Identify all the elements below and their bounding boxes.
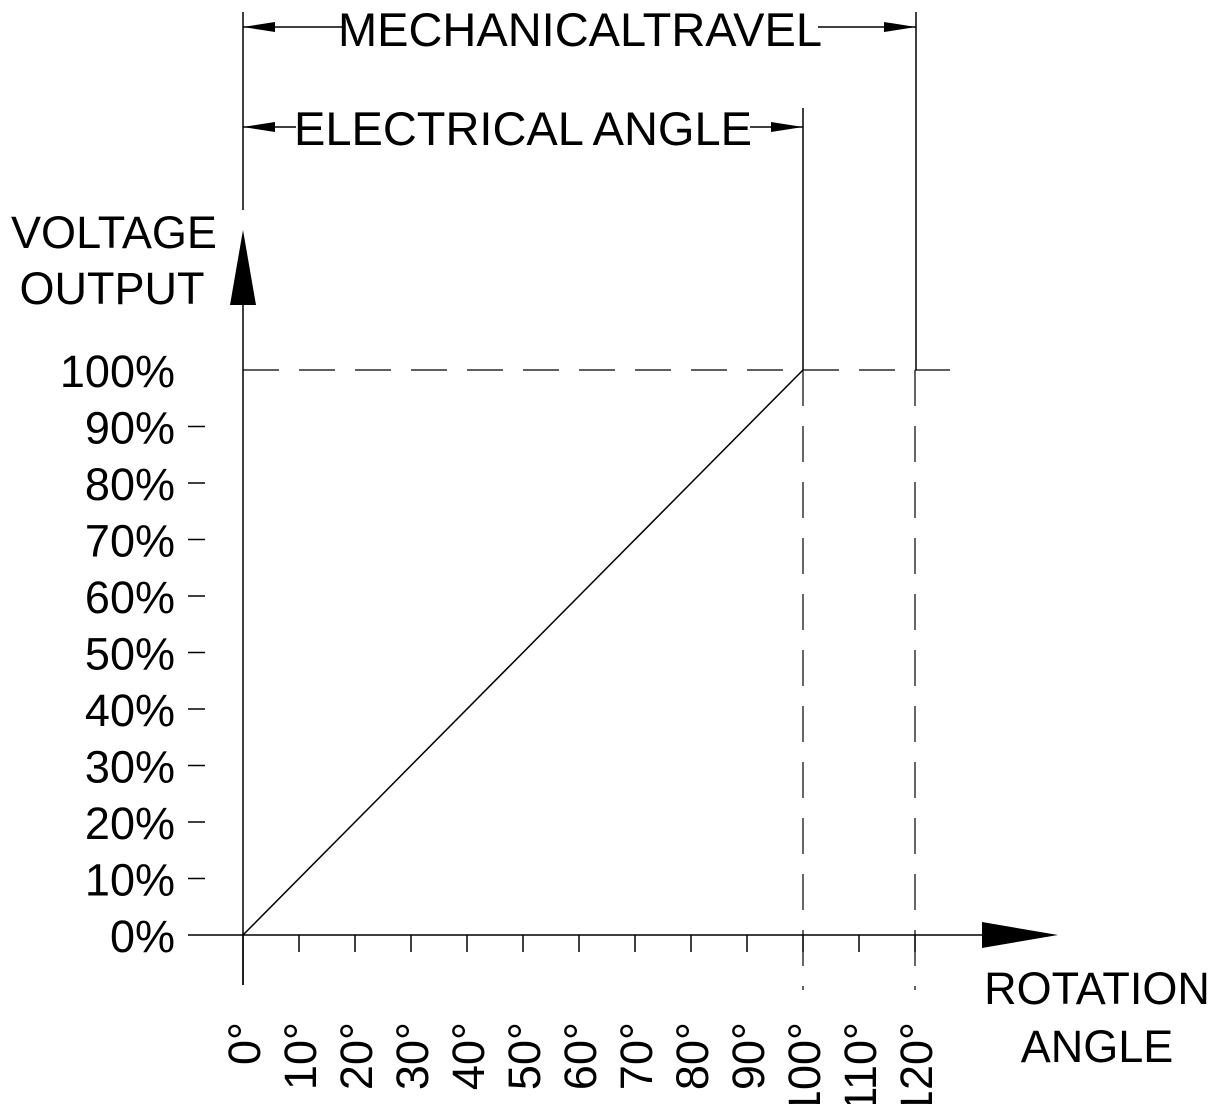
y-tick-label: 20% bbox=[85, 798, 175, 849]
x-axis-arrow-icon bbox=[982, 922, 1058, 948]
electrical-angle-dimension: ELECTRICAL ANGLE bbox=[243, 102, 803, 155]
y-tick-label: 70% bbox=[85, 516, 175, 567]
x-tick-label: 50° bbox=[499, 1022, 550, 1090]
x-tick-label: 120° bbox=[891, 1022, 942, 1104]
y-axis-arrow-icon bbox=[230, 230, 256, 305]
x-tick-label: 60° bbox=[555, 1022, 606, 1090]
y-tick-label: 100% bbox=[60, 346, 175, 397]
y-tick-label: 60% bbox=[85, 572, 175, 623]
mechanical-travel-label: MECHANICALTRAVEL bbox=[338, 3, 822, 56]
y-axis-label-line-2: OUTPUT bbox=[20, 263, 205, 314]
x-tick-label: 40° bbox=[443, 1022, 494, 1090]
y-tick-label: 30% bbox=[85, 742, 175, 793]
mechanical-travel-dimension: MECHANICALTRAVEL bbox=[243, 3, 916, 56]
x-tick-label: 0° bbox=[219, 1022, 270, 1065]
y-tick-label: 0% bbox=[110, 911, 175, 962]
x-tick-label: 20° bbox=[331, 1022, 382, 1090]
arrow-left-icon bbox=[243, 22, 275, 32]
y-tick-label: 50% bbox=[85, 629, 175, 680]
arrow-left-icon bbox=[243, 122, 275, 132]
y-tick-label: 40% bbox=[85, 685, 175, 736]
x-tick-label: 90° bbox=[723, 1022, 774, 1090]
reference-lines bbox=[243, 369, 950, 990]
y-axis-label-line-1: VOLTAGE bbox=[11, 207, 217, 258]
electrical-angle-label: ELECTRICAL ANGLE bbox=[294, 102, 752, 155]
x-tick-label: 70° bbox=[611, 1022, 662, 1090]
arrow-right-icon bbox=[884, 22, 916, 32]
x-tick-label: 110° bbox=[835, 1022, 886, 1104]
y-tick-label: 80% bbox=[85, 459, 175, 510]
x-tick-label: 80° bbox=[667, 1022, 718, 1090]
y-tick-label: 90% bbox=[85, 403, 175, 454]
x-axis-label-line-2: ANGLE bbox=[1021, 1021, 1174, 1072]
x-tick-label: 30° bbox=[387, 1022, 438, 1090]
data-series bbox=[242, 369, 804, 936]
voltage-output-line bbox=[242, 369, 804, 936]
x-tick-label: 10° bbox=[275, 1022, 326, 1090]
y-tick-label: 10% bbox=[85, 855, 175, 906]
x-tick-label: 100° bbox=[779, 1022, 830, 1104]
arrow-right-icon bbox=[771, 122, 803, 132]
x-axis-label-line-1: ROTATION bbox=[984, 963, 1210, 1014]
x-axis-ticks: 0° 10° 20° 30° 40° 50° 60° 70° 80° 90° 100° 110° 120… bbox=[219, 935, 942, 1104]
y-axis-ticks: 0%10% 20%30% 40%50% 60%70% 80%90% 100% bbox=[60, 346, 205, 962]
